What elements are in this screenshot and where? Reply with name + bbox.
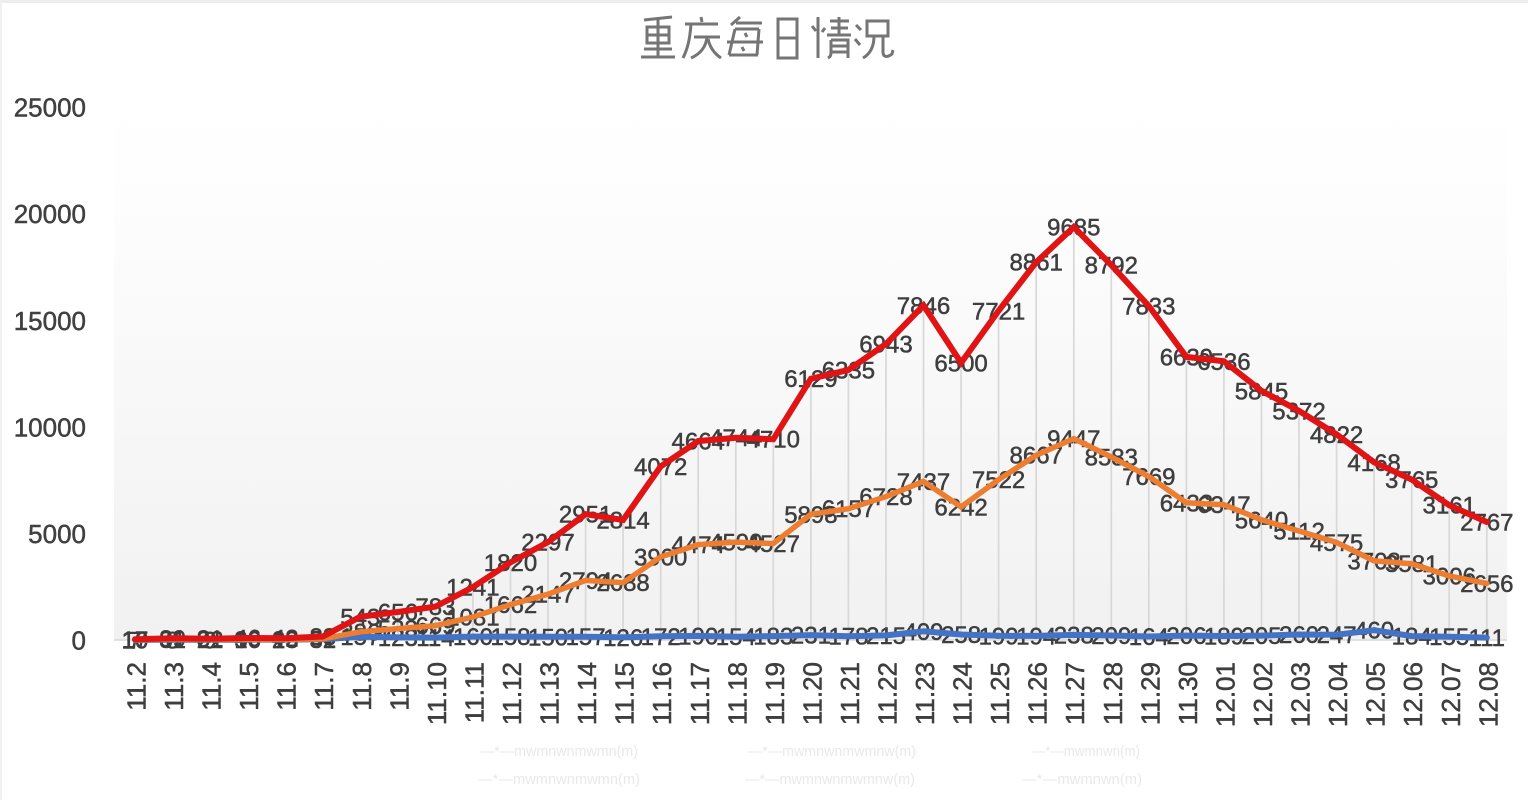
svg-text:11.3: 11.3 — [159, 662, 189, 711]
svg-text:11.12: 11.12 — [497, 662, 527, 725]
svg-text:12.02: 12.02 — [1248, 662, 1278, 727]
svg-text:11.20: 11.20 — [797, 662, 827, 725]
svg-text:11.30: 11.30 — [1173, 662, 1203, 725]
svg-text:—*—mwmnwnmwmnw(m): —*—mwmnwnmwmnw(m) — [745, 771, 915, 788]
svg-text:—*—mwmnwnmwmn(m): —*—mwmnwnmwmn(m) — [480, 743, 638, 760]
svg-text:11.9: 11.9 — [384, 662, 414, 711]
svg-text:0: 0 — [72, 626, 86, 656]
svg-text:12.06: 12.06 — [1398, 662, 1428, 727]
svg-text:11.23: 11.23 — [910, 662, 940, 725]
svg-text:11.15: 11.15 — [610, 662, 640, 725]
svg-text:11.7: 11.7 — [309, 662, 339, 711]
svg-text:—*—mwmnwn(m): —*—mwmnwn(m) — [1032, 743, 1140, 760]
svg-text:11.10: 11.10 — [422, 662, 452, 725]
svg-text:11.21: 11.21 — [835, 662, 865, 725]
svg-text:11.25: 11.25 — [985, 662, 1015, 725]
svg-text:—*—mwmnwnmwmn(m): —*—mwmnwnmwmn(m) — [478, 771, 640, 788]
svg-text:11.27: 11.27 — [1060, 662, 1090, 725]
svg-text:12.05: 12.05 — [1361, 662, 1391, 727]
svg-text:11.24: 11.24 — [948, 662, 978, 725]
svg-text:11.28: 11.28 — [1098, 662, 1128, 725]
svg-text:12.03: 12.03 — [1286, 662, 1316, 727]
svg-text:11.26: 11.26 — [1023, 662, 1053, 725]
svg-text:11.16: 11.16 — [647, 662, 677, 725]
svg-text:11.29: 11.29 — [1135, 662, 1165, 725]
svg-text:12.04: 12.04 — [1323, 662, 1353, 727]
svg-text:11.8: 11.8 — [347, 662, 377, 711]
svg-text:12.07: 12.07 — [1436, 662, 1466, 727]
svg-text:15000: 15000 — [14, 306, 86, 336]
svg-text:20000: 20000 — [14, 199, 86, 229]
svg-text:11.4: 11.4 — [197, 662, 227, 711]
svg-text:11.18: 11.18 — [722, 662, 752, 725]
svg-text:12.08: 12.08 — [1473, 662, 1503, 727]
svg-text:—*—mwmnwn(m): —*—mwmnwn(m) — [1022, 771, 1142, 788]
svg-text:25000: 25000 — [14, 93, 86, 123]
svg-text:2794: 2794 — [559, 568, 612, 595]
svg-text:5000: 5000 — [28, 519, 86, 549]
svg-text:12.01: 12.01 — [1210, 662, 1240, 727]
svg-text:11.14: 11.14 — [572, 662, 602, 725]
svg-text:11.13: 11.13 — [535, 662, 565, 725]
svg-text:7833: 7833 — [1122, 294, 1175, 321]
svg-text:10000: 10000 — [14, 412, 86, 442]
svg-text:11.22: 11.22 — [873, 662, 903, 725]
svg-text:11.19: 11.19 — [760, 662, 790, 725]
svg-text:11.11: 11.11 — [459, 662, 489, 723]
svg-text:—*—mwmnwnmwmnw(m): —*—mwmnwnmwmnw(m) — [748, 743, 916, 760]
svg-text:11.5: 11.5 — [234, 662, 264, 711]
svg-text:6129: 6129 — [784, 366, 837, 393]
svg-text:11.2: 11.2 — [122, 662, 152, 711]
svg-text:11.17: 11.17 — [685, 662, 715, 725]
svg-text:11.6: 11.6 — [272, 662, 302, 711]
